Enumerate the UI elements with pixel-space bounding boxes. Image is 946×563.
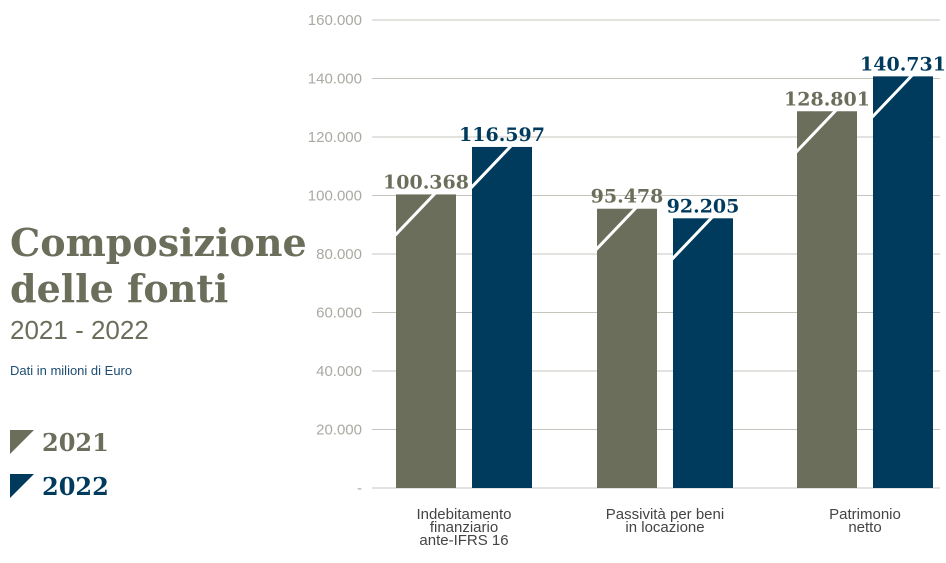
y-tick-label: 140.000 bbox=[308, 71, 362, 88]
chart-subtitle: 2021 - 2022 bbox=[10, 315, 149, 345]
chart-title: Composizione delle fonti bbox=[10, 220, 307, 312]
x-axis: Indebitamento finanziario ante-IFRS 16 Pass… bbox=[416, 506, 900, 549]
legend-item-2021: 2021 bbox=[10, 420, 109, 464]
data-label: 95.478 bbox=[591, 186, 664, 208]
unit-note: Dati in milioni di Euro bbox=[10, 363, 133, 378]
x-tick-label: Patrimonio netto bbox=[829, 506, 901, 536]
y-tick-label: 160.000 bbox=[308, 12, 362, 29]
legend-swatch-2022 bbox=[10, 474, 34, 498]
y-tick-label: 60.000 bbox=[316, 305, 362, 322]
y-tick-label: - bbox=[357, 480, 362, 497]
data-label: 116.597 bbox=[459, 124, 545, 146]
y-tick-label: 120.000 bbox=[308, 129, 362, 146]
bar-accent bbox=[593, 205, 639, 252]
bar-accent bbox=[468, 143, 514, 190]
legend: 2021 2022 bbox=[10, 420, 109, 508]
bar-accent bbox=[669, 215, 715, 262]
legend-item-2022: 2022 bbox=[10, 464, 109, 508]
x-tick-label: Indebitamento finanziario ante-IFRS 16 bbox=[416, 506, 511, 549]
title-line-1: Composizione bbox=[10, 220, 307, 265]
bar-2021-2 bbox=[797, 111, 857, 488]
y-axis: - 20.000 40.000 60.000 80.000 100.000 120.000 1… bbox=[308, 12, 362, 497]
data-label: 100.368 bbox=[383, 171, 469, 193]
y-tick-label: 100.000 bbox=[308, 188, 362, 205]
bar-2022-1 bbox=[673, 218, 733, 489]
y-tick-label: 20.000 bbox=[316, 422, 362, 439]
legend-swatch-2021 bbox=[10, 430, 34, 454]
bar-accent bbox=[869, 73, 915, 120]
y-tick-label: 80.000 bbox=[316, 246, 362, 263]
bar-accent bbox=[793, 108, 839, 155]
legend-label-2022: 2022 bbox=[42, 471, 109, 501]
data-label: 128.801 bbox=[784, 88, 870, 110]
data-label: 140.731 bbox=[860, 53, 946, 75]
y-tick-label: 40.000 bbox=[316, 363, 362, 380]
bar-2021-0 bbox=[396, 194, 456, 489]
bar-2022-0 bbox=[472, 146, 532, 488]
bar-2022-2 bbox=[873, 76, 933, 489]
bar-2021-1 bbox=[597, 208, 657, 488]
legend-label-2021: 2021 bbox=[42, 427, 109, 457]
bar-accent bbox=[392, 191, 438, 238]
bars: 100.368 116.597 95.478 92.205 128.801 140.731 bbox=[383, 53, 946, 489]
title-line-2: delle fonti bbox=[10, 266, 229, 311]
data-label: 92.205 bbox=[667, 195, 740, 217]
x-tick-label: Passività per beni in locazione bbox=[606, 506, 724, 536]
